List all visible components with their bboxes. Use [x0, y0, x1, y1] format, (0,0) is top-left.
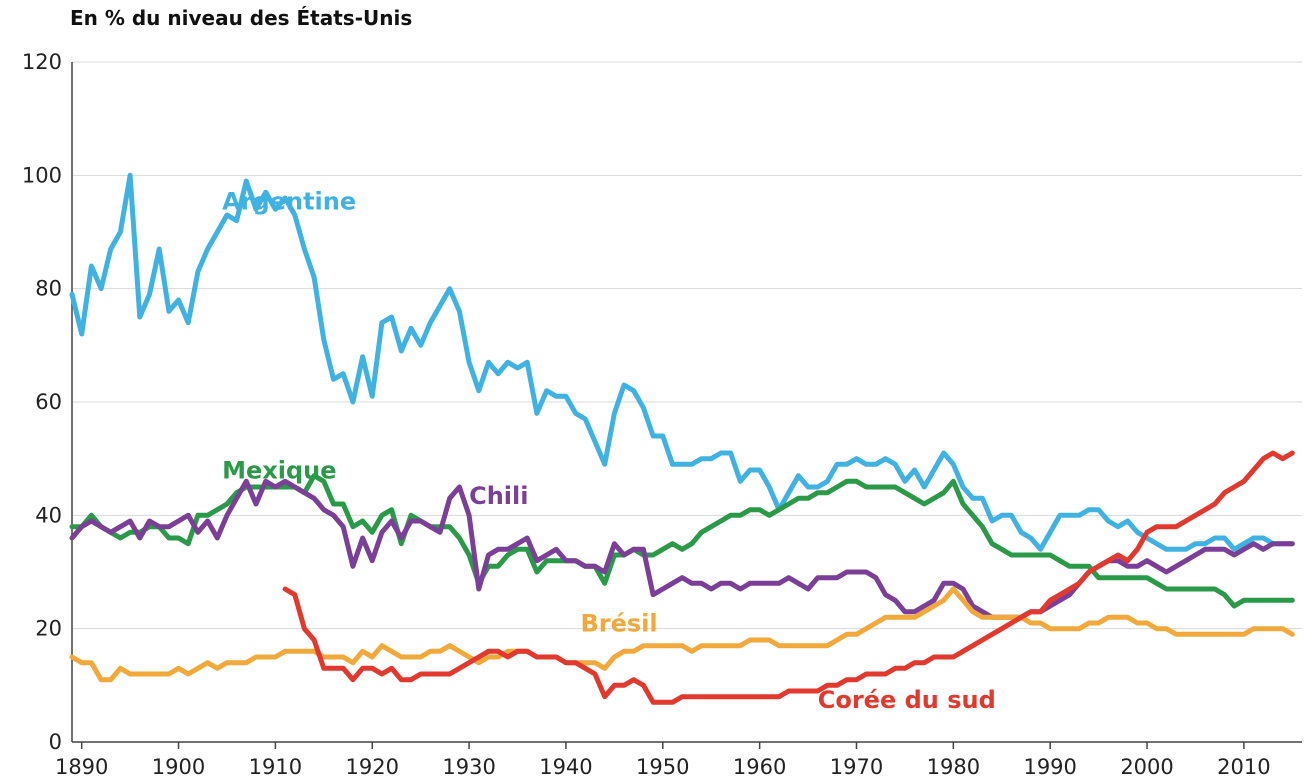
y-tick-label: 20	[35, 617, 62, 641]
x-tick-label: 1970	[830, 755, 883, 779]
x-tick-label: 1990	[1023, 755, 1076, 779]
series-line-4	[69, 586, 1295, 683]
x-tick-label: 1960	[733, 755, 786, 779]
series-label-1: Argentine	[222, 187, 356, 215]
series-labels: Argentine Mexique Chili Brésil Corée du sud	[222, 187, 996, 714]
x-tick-label: 1940	[539, 755, 592, 779]
x-tick-label: 1980	[927, 755, 980, 779]
x-tick-label: 1950	[636, 755, 689, 779]
y-tick-label: 80	[35, 277, 62, 301]
grid	[72, 61, 1302, 630]
series-line-2	[69, 473, 1295, 609]
x-tick-label: 2010	[1217, 755, 1270, 779]
y-tick-label: 100	[22, 163, 62, 187]
x-tick-label: 1890	[55, 755, 108, 779]
x-tick-label: 1920	[346, 755, 399, 779]
y-tick-label: 120	[22, 50, 62, 74]
series-label-5: Corée du sud	[818, 686, 996, 714]
series-label-3: Chili	[469, 482, 528, 510]
y-tick-label: 60	[35, 390, 62, 414]
x-tick-label: 1930	[442, 755, 495, 779]
y-tick-label: 40	[35, 503, 62, 527]
series-lines	[69, 172, 1295, 705]
series-line-1	[69, 172, 1295, 552]
series-label-2: Mexique	[222, 457, 336, 485]
x-tick-label: 1900	[152, 755, 205, 779]
series-line-5	[282, 450, 1295, 705]
chart-title: En % du niveau des États-Unis	[70, 6, 413, 30]
x-tick-label: 1910	[249, 755, 302, 779]
x-tick-label: 2000	[1120, 755, 1173, 779]
y-tick-label: 0	[49, 730, 62, 754]
axes: 0 20 40 60 80 100 120 1890 1900 1910 1920 1930 1940 1…	[22, 50, 1302, 779]
series-label-4: Brésil	[580, 610, 657, 638]
